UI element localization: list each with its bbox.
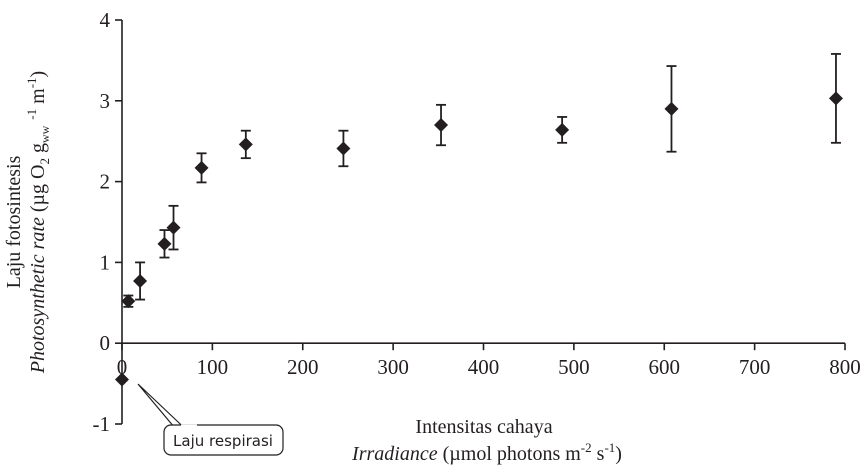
x-label-sup-1: -2 bbox=[581, 440, 592, 455]
callout-label: Laju respirasi bbox=[173, 432, 273, 450]
x-tick-label: 700 bbox=[739, 355, 771, 379]
data-point bbox=[555, 122, 570, 137]
data-point bbox=[166, 220, 181, 235]
y-tick-label: -1 bbox=[93, 412, 111, 436]
data-point bbox=[434, 118, 449, 133]
x-tick-label: 0 bbox=[117, 355, 128, 379]
y-tick-label: 2 bbox=[100, 170, 111, 194]
y-label-part-b: g bbox=[27, 143, 49, 158]
callout-box bbox=[163, 424, 284, 456]
x-tick-label: 600 bbox=[649, 355, 681, 379]
data-point bbox=[133, 273, 148, 288]
data-point bbox=[194, 160, 209, 175]
data-point bbox=[336, 141, 351, 156]
x-tick-label: 300 bbox=[377, 355, 409, 379]
y-tick-label: 3 bbox=[100, 89, 111, 113]
x-tick-label: 200 bbox=[287, 355, 319, 379]
data-point bbox=[664, 101, 679, 116]
data-point bbox=[238, 137, 253, 152]
data-point bbox=[121, 294, 136, 309]
y-axis-label: Laju fotosintesis Photosynthetic rate (µ… bbox=[3, 71, 52, 374]
y-label-sub-o2: 2 bbox=[37, 158, 52, 165]
y-label-part-a: (µg O bbox=[27, 165, 49, 218]
respiration-callout: Laju respirasi bbox=[137, 383, 284, 456]
tick-labels: 0 100 200 300 400 500 600 700 800 -1 0 1 2 3 4 bbox=[93, 8, 861, 436]
y-label-sup-2: -1 bbox=[24, 77, 39, 88]
y-label-sub-ww: ww bbox=[38, 125, 52, 143]
error-bars bbox=[123, 53, 841, 308]
y-label-italic: Photosynthetic rate bbox=[27, 217, 49, 374]
y-axis-label-line1: Laju fotosintesis bbox=[3, 155, 25, 288]
x-tick-label: 400 bbox=[468, 355, 500, 379]
data-markers bbox=[115, 91, 843, 387]
data-point bbox=[828, 91, 843, 106]
x-label-mid: s bbox=[592, 443, 605, 465]
y-axis-label-line2: Photosynthetic rate (µg O2 gww -1 m-1) bbox=[24, 71, 52, 374]
y-label-sup-1: -1 bbox=[24, 109, 39, 120]
y-tick-label: 1 bbox=[100, 250, 111, 274]
y-tick-label: 4 bbox=[100, 8, 111, 32]
data-point bbox=[115, 372, 129, 387]
x-label-sup-2: -1 bbox=[604, 440, 615, 455]
x-label-rest: (µmol photons m bbox=[438, 443, 582, 465]
y-label-part-c: m bbox=[27, 88, 49, 109]
x-label-end: ) bbox=[615, 443, 622, 465]
y-tick-label: 0 bbox=[100, 331, 111, 355]
x-axis-label-line1: Intensitas cahaya bbox=[415, 416, 552, 438]
x-tick-label: 500 bbox=[558, 355, 590, 379]
x-axis-label-line2: Irradiance (µmol photons m-2 s-1) bbox=[351, 440, 622, 465]
x-tick-label: 800 bbox=[829, 355, 861, 379]
data-point bbox=[157, 236, 172, 251]
tick-marks bbox=[115, 19, 846, 425]
y-label-end: ) bbox=[27, 71, 49, 78]
x-label-italic: Irradiance bbox=[351, 443, 438, 465]
x-tick-label: 100 bbox=[197, 355, 229, 379]
